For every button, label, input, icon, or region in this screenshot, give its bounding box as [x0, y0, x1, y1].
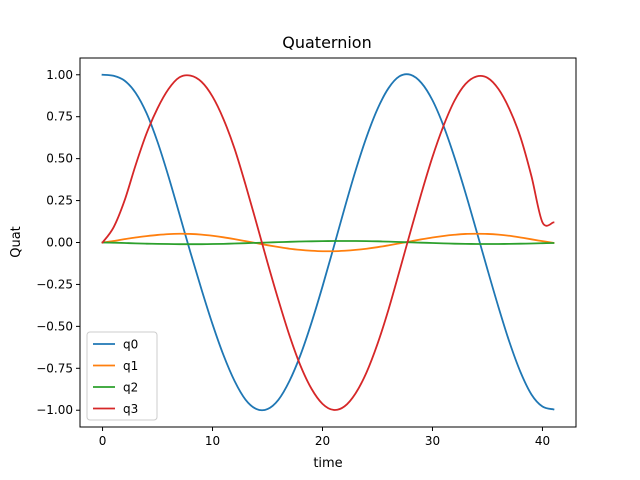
- y-tick-label: 0.25: [46, 194, 73, 208]
- x-tick-label: 20: [315, 434, 330, 448]
- legend-label-q0: q0: [123, 338, 138, 352]
- series-lines: [101, 73, 555, 412]
- y-tick-label: −0.50: [36, 319, 73, 333]
- y-tick-label: −1.00: [36, 403, 73, 417]
- y-tick-label: 0.00: [46, 236, 73, 250]
- series-line-q2: [101, 240, 555, 246]
- x-axis-label: time: [313, 456, 342, 471]
- series-line-q3: [101, 74, 555, 411]
- y-tick-label: 0.50: [46, 152, 73, 166]
- y-tick-label: 1.00: [46, 68, 73, 82]
- legend: q0 q1 q2 q3: [86, 331, 158, 421]
- y-tick-label: 0.75: [46, 110, 73, 124]
- y-ticks: −1.00 −0.75 −0.50 −0.25 0.00 0.25 0.50 0.75 1.00: [36, 68, 80, 417]
- legend-box: [86, 331, 158, 421]
- y-axis-label: Quat: [9, 226, 24, 258]
- series-line-q1: [101, 232, 555, 253]
- x-ticks: 0 10 20 30 40: [99, 427, 550, 448]
- legend-label-q2: q2: [123, 381, 138, 395]
- chart-title: Quaternion: [282, 33, 371, 52]
- y-tick-label: −0.75: [36, 361, 73, 375]
- x-tick-label: 40: [535, 434, 550, 448]
- legend-label-q3: q3: [123, 402, 138, 416]
- y-tick-label: −0.25: [36, 277, 73, 291]
- x-tick-label: 0: [99, 434, 107, 448]
- x-tick-label: 10: [205, 434, 220, 448]
- x-tick-label: 30: [425, 434, 440, 448]
- legend-label-q1: q1: [123, 359, 138, 373]
